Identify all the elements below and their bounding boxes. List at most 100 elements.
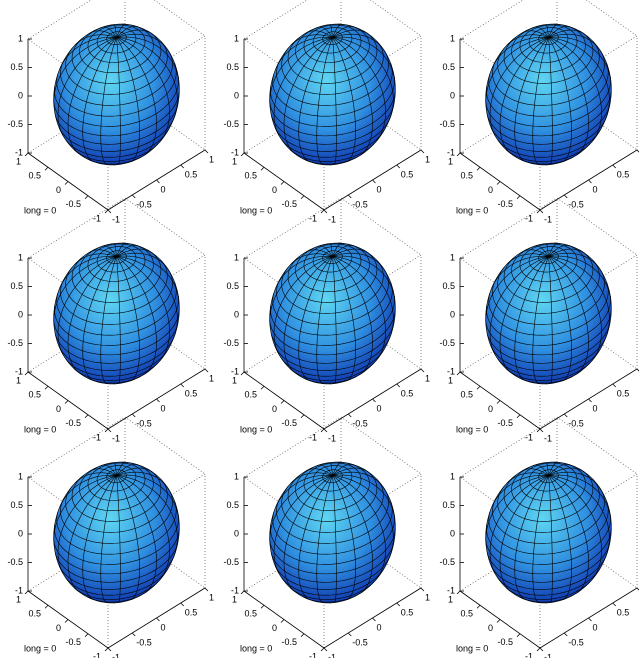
y-tick-label: 0.5 <box>401 169 414 179</box>
mesh-line <box>116 23 126 38</box>
mesh-line <box>491 117 607 152</box>
mesh-line <box>57 37 117 136</box>
mesh-line <box>75 472 117 483</box>
box-edge <box>340 311 422 370</box>
mesh-line <box>332 33 385 52</box>
mesh-line <box>303 153 364 165</box>
x-tick <box>516 633 521 638</box>
mesh-line <box>486 76 611 127</box>
mesh-line <box>59 255 117 289</box>
z-tick-label: 1 <box>234 33 239 43</box>
mesh-line <box>54 295 179 346</box>
x-tick <box>300 414 305 419</box>
box-edge <box>459 416 558 478</box>
x-tick-label: -1 <box>93 651 101 658</box>
x-tick <box>536 647 541 652</box>
mesh-line <box>281 259 384 314</box>
y-tick <box>131 413 136 418</box>
x-tick <box>320 209 325 214</box>
mesh-line <box>308 462 328 470</box>
x-tick-label: 1 <box>448 375 453 385</box>
y-tick <box>156 398 160 403</box>
y-tick-label: 0.5 <box>185 169 198 179</box>
box-edge <box>27 476 109 535</box>
x-tick <box>260 166 265 171</box>
mesh-line <box>316 256 333 384</box>
mesh-line <box>507 253 549 264</box>
mesh-line <box>548 461 558 476</box>
mesh-line <box>53 310 180 356</box>
box-edge <box>459 0 524 40</box>
x-tick <box>64 181 69 185</box>
z-tick-label: -0.5 <box>223 119 239 129</box>
x-tick <box>496 619 501 623</box>
mesh-line <box>548 37 589 156</box>
x-tick-label: -0.5 <box>497 418 513 428</box>
mesh-line <box>548 252 601 271</box>
mesh-line <box>332 37 337 165</box>
mesh-line <box>519 153 580 165</box>
mesh-line <box>59 555 175 590</box>
x-tick-label: 0.5 <box>28 609 41 619</box>
mesh-line <box>67 37 117 154</box>
y-tick <box>563 413 568 418</box>
mesh-line <box>491 255 549 289</box>
z-tick-label: -1 <box>231 366 239 376</box>
mesh-line <box>332 23 342 38</box>
z-tick-label: 1 <box>450 252 455 262</box>
z-tick-label: 0 <box>234 309 239 319</box>
x-tick-label: 0 <box>488 185 493 195</box>
y-tick-label: 0 <box>161 403 166 413</box>
mesh-line <box>100 37 117 165</box>
mesh-line <box>281 130 385 158</box>
z-tick-label: -0.5 <box>439 338 455 348</box>
y-tick-label: 1 <box>209 592 214 602</box>
mesh-line <box>548 475 610 556</box>
box-edge <box>459 197 558 259</box>
y-tick-label: 0.5 <box>401 388 414 398</box>
mesh-line <box>332 248 369 257</box>
mesh-line <box>548 37 610 118</box>
y-tick-label: -1 <box>544 214 552 224</box>
z-tick-label: 1 <box>234 471 239 481</box>
mesh-line <box>497 478 600 533</box>
z-tick-label: -1 <box>447 366 455 376</box>
mesh-line <box>548 256 572 381</box>
z-tick-label: 0.5 <box>226 62 239 72</box>
y-tick <box>347 413 352 418</box>
box-edge <box>556 416 638 475</box>
y-tick <box>539 209 544 214</box>
mesh-line <box>318 26 333 38</box>
mesh-line <box>287 468 378 522</box>
x-tick <box>476 166 481 171</box>
y-tick <box>612 602 617 607</box>
x-tick <box>516 414 521 419</box>
y-tick-label: -1 <box>328 433 336 443</box>
mesh-line <box>485 310 612 356</box>
y-tick <box>323 209 328 214</box>
mesh-line <box>269 256 333 325</box>
x-tick <box>260 604 265 609</box>
mesh-line <box>270 295 395 346</box>
mesh-line <box>272 282 393 336</box>
z-tick-label: 0 <box>450 309 455 319</box>
mesh-line <box>303 591 364 603</box>
mesh-line <box>497 349 601 377</box>
mesh-line <box>273 37 333 136</box>
mesh-line <box>57 475 117 574</box>
mesh-line <box>298 256 333 382</box>
box-edge <box>340 416 422 475</box>
x-tick-label: -1 <box>309 651 317 658</box>
mesh-line <box>273 256 333 355</box>
x-tick-label: -0.5 <box>65 199 81 209</box>
mesh-line <box>65 349 169 377</box>
x-tick-label: 1 <box>448 594 453 604</box>
z-tick-label: -0.5 <box>439 557 455 567</box>
mesh-line <box>57 256 117 355</box>
y-tick <box>612 383 617 388</box>
mesh-line <box>497 130 601 158</box>
mesh-line <box>275 36 333 70</box>
z-tick-label: -0.5 <box>439 119 455 129</box>
mesh-line <box>548 467 585 476</box>
